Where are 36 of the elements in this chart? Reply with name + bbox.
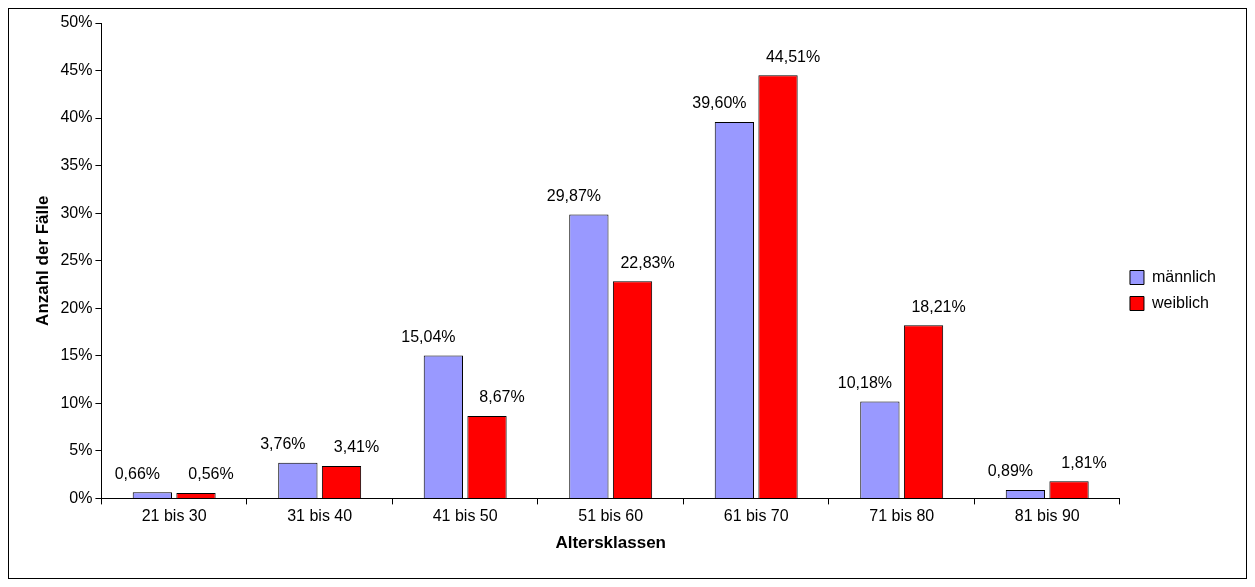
y-tick-label: 5% bbox=[69, 441, 93, 459]
y-tick-label: 25% bbox=[60, 251, 93, 269]
legend-label: männlich bbox=[1151, 267, 1216, 285]
data-label: 29,87% bbox=[546, 186, 601, 204]
x-tick-label: 71 bis 80 bbox=[869, 507, 935, 525]
data-label: 18,21% bbox=[911, 297, 966, 315]
legend-label: weiblich bbox=[1150, 293, 1209, 311]
y-tick-label: 15% bbox=[60, 346, 93, 364]
x-tick-label: 81 bis 90 bbox=[1014, 507, 1080, 525]
data-label: 0,89% bbox=[987, 462, 1034, 480]
data-label: 8,67% bbox=[479, 388, 525, 406]
y-tick-label: 35% bbox=[60, 156, 93, 174]
y-tick-label: 30% bbox=[60, 203, 93, 221]
x-tick-label: 61 bis 70 bbox=[723, 507, 789, 525]
y-tick-label: 45% bbox=[60, 60, 93, 78]
x-tick-label: 41 bis 50 bbox=[432, 507, 498, 525]
x-tick-label: 31 bis 40 bbox=[287, 507, 353, 525]
data-label: 39,60% bbox=[692, 94, 747, 112]
y-tick-label: 10% bbox=[60, 393, 93, 411]
data-label: 22,83% bbox=[620, 253, 675, 271]
data-label: 0,56% bbox=[188, 465, 234, 483]
y-tick-label: 0% bbox=[69, 488, 93, 506]
data-label: 44,51% bbox=[765, 47, 821, 65]
data-label: 1,81% bbox=[1061, 453, 1107, 471]
data-label: 15,04% bbox=[401, 327, 456, 345]
y-tick-label: 40% bbox=[60, 108, 93, 126]
y-tick-label: 50% bbox=[60, 13, 93, 31]
x-axis-title: Altersklassen bbox=[555, 533, 666, 553]
data-label: 0,66% bbox=[114, 464, 161, 482]
y-axis-title: Anzahl der Fälle bbox=[32, 195, 52, 326]
data-label: 3,41% bbox=[333, 438, 380, 456]
data-label: 3,76% bbox=[260, 435, 306, 453]
data-label: 10,18% bbox=[837, 374, 893, 392]
x-tick-label: 21 bis 30 bbox=[141, 507, 207, 525]
y-tick-label: 20% bbox=[60, 298, 93, 316]
x-tick-label: 51 bis 60 bbox=[578, 507, 644, 525]
